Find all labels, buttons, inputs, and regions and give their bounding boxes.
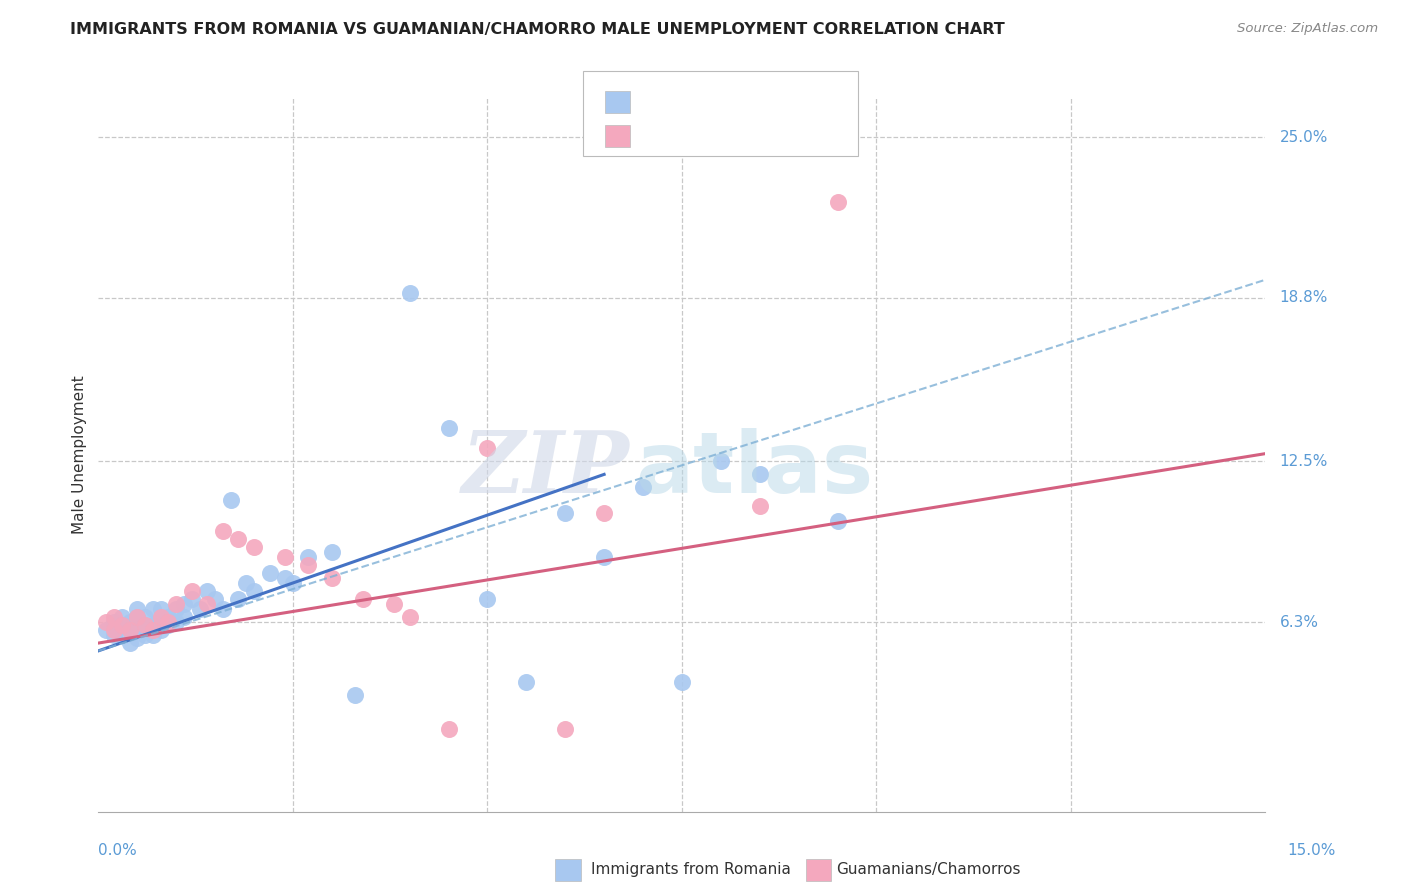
Point — [274, 571, 297, 585]
Point — [127, 610, 149, 624]
Point — [195, 597, 218, 611]
Point — [243, 540, 266, 554]
Point — [173, 610, 195, 624]
Point — [593, 550, 616, 565]
Point — [96, 623, 118, 637]
Point — [149, 623, 172, 637]
Text: R = 0.352   N = 54: R = 0.352 N = 54 — [640, 95, 785, 110]
Point — [477, 591, 499, 606]
Point — [477, 442, 499, 456]
Point — [437, 420, 460, 434]
Point — [142, 623, 165, 637]
Point — [827, 194, 849, 209]
Point — [631, 480, 654, 494]
Point — [118, 636, 141, 650]
Point — [127, 618, 149, 632]
Text: ZIP: ZIP — [461, 427, 630, 511]
Point — [204, 591, 226, 606]
Point — [180, 591, 202, 606]
Point — [827, 514, 849, 528]
Point — [134, 610, 156, 624]
Point — [165, 597, 187, 611]
Point — [228, 533, 250, 547]
Point — [111, 628, 134, 642]
Point — [96, 615, 118, 630]
Point — [111, 618, 134, 632]
Text: 25.0%: 25.0% — [1279, 129, 1327, 145]
Point — [103, 628, 125, 642]
Point — [118, 615, 141, 630]
Point — [352, 591, 374, 606]
Text: atlas: atlas — [636, 427, 873, 511]
Point — [297, 558, 319, 573]
Point — [398, 285, 420, 300]
Point — [149, 602, 172, 616]
Text: Immigrants from Romania: Immigrants from Romania — [591, 863, 790, 877]
Point — [398, 610, 420, 624]
Point — [554, 506, 576, 520]
Point — [134, 628, 156, 642]
Point — [212, 602, 235, 616]
Point — [127, 602, 149, 616]
Text: 18.8%: 18.8% — [1279, 291, 1327, 305]
Point — [321, 545, 343, 559]
Point — [165, 602, 187, 616]
Point — [228, 591, 250, 606]
Point — [195, 584, 218, 599]
Point — [235, 576, 257, 591]
Point — [180, 584, 202, 599]
Point — [157, 615, 180, 630]
Text: 6.3%: 6.3% — [1279, 615, 1319, 630]
Point — [134, 618, 156, 632]
Text: Guamanians/Chamorros: Guamanians/Chamorros — [837, 863, 1021, 877]
Point — [188, 602, 211, 616]
Point — [118, 623, 141, 637]
Point — [103, 610, 125, 624]
Text: 0.0%: 0.0% — [98, 843, 138, 858]
Point — [748, 499, 770, 513]
Point — [281, 576, 304, 591]
Point — [593, 506, 616, 520]
Point — [111, 618, 134, 632]
Point — [103, 615, 125, 630]
Point — [142, 618, 165, 632]
Point — [149, 615, 172, 630]
Point — [165, 615, 187, 630]
Y-axis label: Male Unemployment: Male Unemployment — [72, 376, 87, 534]
Point — [243, 584, 266, 599]
Text: R = 0.337   N = 28: R = 0.337 N = 28 — [640, 129, 785, 144]
Text: 15.0%: 15.0% — [1288, 843, 1336, 858]
Point — [157, 618, 180, 632]
Point — [671, 675, 693, 690]
Point — [212, 524, 235, 539]
Point — [157, 610, 180, 624]
Point — [274, 550, 297, 565]
Point — [134, 618, 156, 632]
Point — [382, 597, 405, 611]
Text: 12.5%: 12.5% — [1279, 454, 1327, 469]
Point — [748, 467, 770, 482]
Point — [142, 602, 165, 616]
Point — [127, 610, 149, 624]
Point — [554, 722, 576, 736]
Point — [515, 675, 537, 690]
Point — [297, 550, 319, 565]
Point — [173, 597, 195, 611]
Text: Source: ZipAtlas.com: Source: ZipAtlas.com — [1237, 22, 1378, 36]
Point — [259, 566, 281, 580]
Point — [219, 493, 242, 508]
Point — [118, 623, 141, 637]
Point — [149, 610, 172, 624]
Text: IMMIGRANTS FROM ROMANIA VS GUAMANIAN/CHAMORRO MALE UNEMPLOYMENT CORRELATION CHAR: IMMIGRANTS FROM ROMANIA VS GUAMANIAN/CHA… — [70, 22, 1005, 37]
Point — [710, 454, 733, 468]
Point — [103, 623, 125, 637]
Point — [437, 722, 460, 736]
Point — [344, 688, 367, 702]
Point — [142, 628, 165, 642]
Point — [127, 631, 149, 645]
Point — [111, 610, 134, 624]
Point — [321, 571, 343, 585]
